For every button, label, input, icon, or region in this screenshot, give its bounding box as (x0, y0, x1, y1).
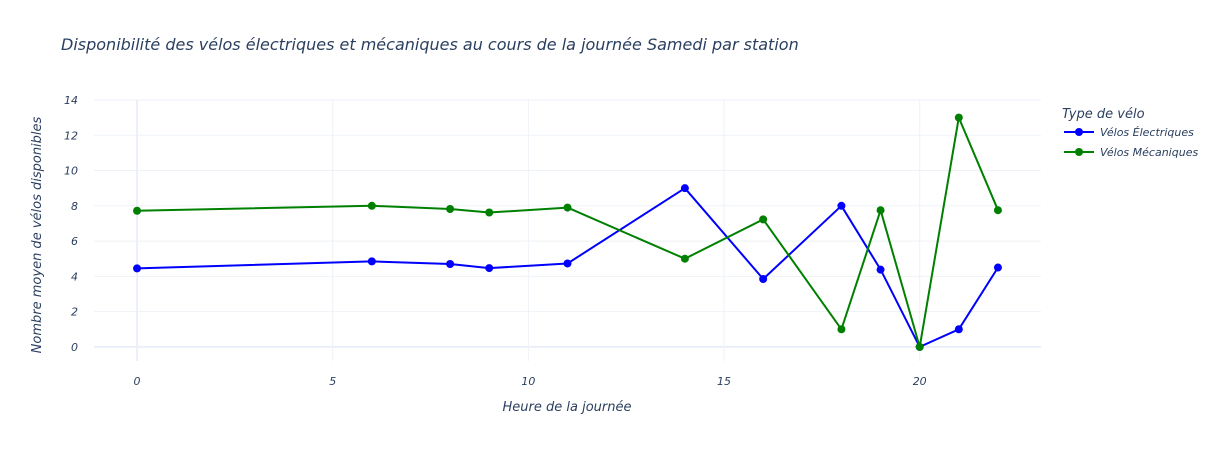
legend-swatch-marker (1075, 148, 1083, 156)
data-point[interactable] (954, 113, 963, 122)
y-tick-label: 0 (71, 341, 78, 354)
data-point[interactable] (563, 259, 572, 268)
data-point[interactable] (446, 260, 455, 269)
data-point[interactable] (485, 264, 494, 273)
data-point[interactable] (485, 208, 494, 217)
chart-title: Disponibilité des vélos électriques et m… (61, 35, 799, 54)
x-tick-label: 5 (329, 375, 336, 388)
legend-item[interactable]: Vélos Électriques (1064, 126, 1194, 139)
legend-title: Type de vélo (1062, 107, 1145, 122)
y-axis-ticks: 0 2 4 6 8 10 12 14 (64, 94, 78, 354)
data-point[interactable] (680, 254, 689, 263)
x-tick-label: 15 (717, 375, 731, 388)
data-point[interactable] (563, 203, 572, 212)
data-point[interactable] (446, 204, 455, 213)
series-layer (133, 113, 1002, 351)
legend-label: Vélos Mécaniques (1100, 146, 1198, 159)
y-tick-label: 8 (71, 200, 78, 213)
data-point[interactable] (367, 257, 376, 266)
data-point[interactable] (367, 201, 376, 210)
y-tick-label: 2 (71, 306, 78, 319)
data-point[interactable] (837, 325, 846, 334)
y-tick-label: 4 (71, 270, 78, 283)
data-point[interactable] (680, 184, 689, 193)
data-point[interactable] (133, 206, 142, 215)
legend-swatch-marker (1075, 128, 1083, 136)
x-tick-label: 0 (134, 375, 141, 388)
x-axis-ticks: 0 5 10 15 20 (134, 375, 927, 388)
x-axis-title: Heure de la journée (503, 400, 632, 415)
data-point[interactable] (837, 201, 846, 210)
data-point[interactable] (759, 274, 768, 283)
legend-item[interactable]: Vélos Mécaniques (1064, 146, 1198, 159)
legend-items: Vélos Électriques Vélos Mécaniques (1064, 126, 1198, 159)
plot-background (94, 100, 1041, 361)
y-tick-label: 12 (64, 129, 78, 142)
data-point[interactable] (759, 215, 768, 224)
data-point[interactable] (133, 264, 142, 273)
y-tick-label: 10 (64, 165, 78, 178)
legend: Type de vélo Vélos Électriques Vélos Méca… (1062, 107, 1198, 159)
series-line (136, 116, 999, 348)
x-tick-label: 10 (521, 375, 535, 388)
series-line (136, 187, 999, 348)
data-point[interactable] (876, 206, 885, 215)
y-tick-label: 14 (64, 94, 78, 107)
y-tick-label: 6 (71, 235, 78, 248)
series-2 (133, 113, 1002, 351)
y-axis-title: Nombre moyen de vélos disponibles (30, 116, 45, 353)
legend-label: Vélos Électriques (1100, 126, 1194, 139)
data-point[interactable] (993, 206, 1002, 215)
x-tick-label: 20 (913, 375, 927, 388)
data-point[interactable] (915, 342, 924, 351)
data-point[interactable] (993, 263, 1002, 272)
data-point[interactable] (876, 265, 885, 274)
data-point[interactable] (954, 325, 963, 334)
